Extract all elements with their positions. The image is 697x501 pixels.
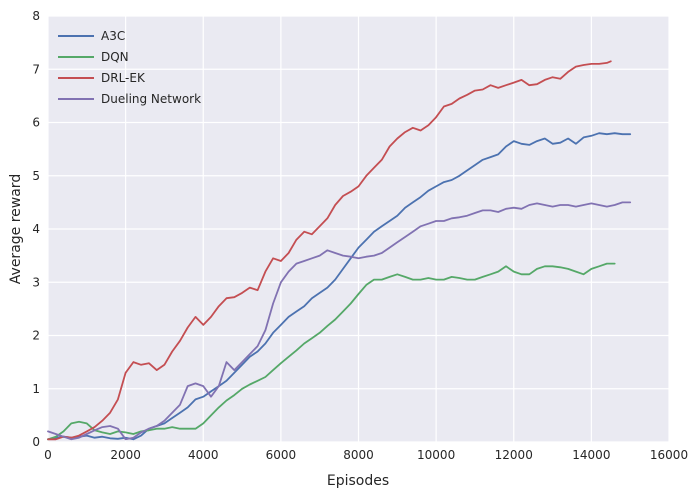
y-tick-label: 4 [32, 222, 40, 236]
series-line-a3c [47, 132, 632, 441]
grid-lines [47, 15, 670, 443]
series-line-dueling-network [47, 201, 632, 441]
series-layer [47, 60, 632, 441]
legend-label: Dueling Network [101, 92, 201, 106]
x-tick-label: 2000 [110, 448, 141, 462]
x-tick-label: 6000 [266, 448, 297, 462]
series-line-drl-ek [47, 60, 612, 441]
y-tick-label: 8 [32, 9, 40, 23]
legend-entry: DRL-EK [58, 71, 146, 85]
y-axis-label: Average reward [8, 174, 24, 284]
legend-entry: DQN [58, 50, 129, 64]
y-axis-ticks: 0 1 2 3 4 5 6 7 8 [32, 9, 40, 449]
legend-entry: A3C [58, 29, 125, 43]
y-tick-label: 2 [32, 329, 40, 343]
legend-label: DRL-EK [101, 71, 146, 85]
x-axis-ticks: 0 2000 4000 6000 8000 10000 12000 14000 16000 [44, 448, 688, 462]
y-tick-label: 1 [32, 382, 40, 396]
x-tick-label: 0 [44, 448, 52, 462]
y-tick-label: 0 [32, 435, 40, 449]
x-tick-label: 16000 [650, 448, 688, 462]
x-tick-label: 12000 [495, 448, 533, 462]
legend-label: DQN [101, 50, 129, 64]
x-tick-label: 4000 [188, 448, 219, 462]
y-tick-label: 7 [32, 62, 40, 76]
x-tick-label: 8000 [343, 448, 374, 462]
legend-entry: Dueling Network [58, 92, 201, 106]
x-tick-label: 14000 [572, 448, 610, 462]
y-tick-label: 3 [32, 275, 40, 289]
legend-label: A3C [101, 29, 125, 43]
y-tick-label: 6 [32, 116, 40, 130]
x-axis-label: Episodes [327, 473, 389, 489]
legend: A3C DQN DRL-EK Dueling Network [58, 29, 201, 106]
x-tick-label: 10000 [417, 448, 455, 462]
y-tick-label: 5 [32, 169, 40, 183]
